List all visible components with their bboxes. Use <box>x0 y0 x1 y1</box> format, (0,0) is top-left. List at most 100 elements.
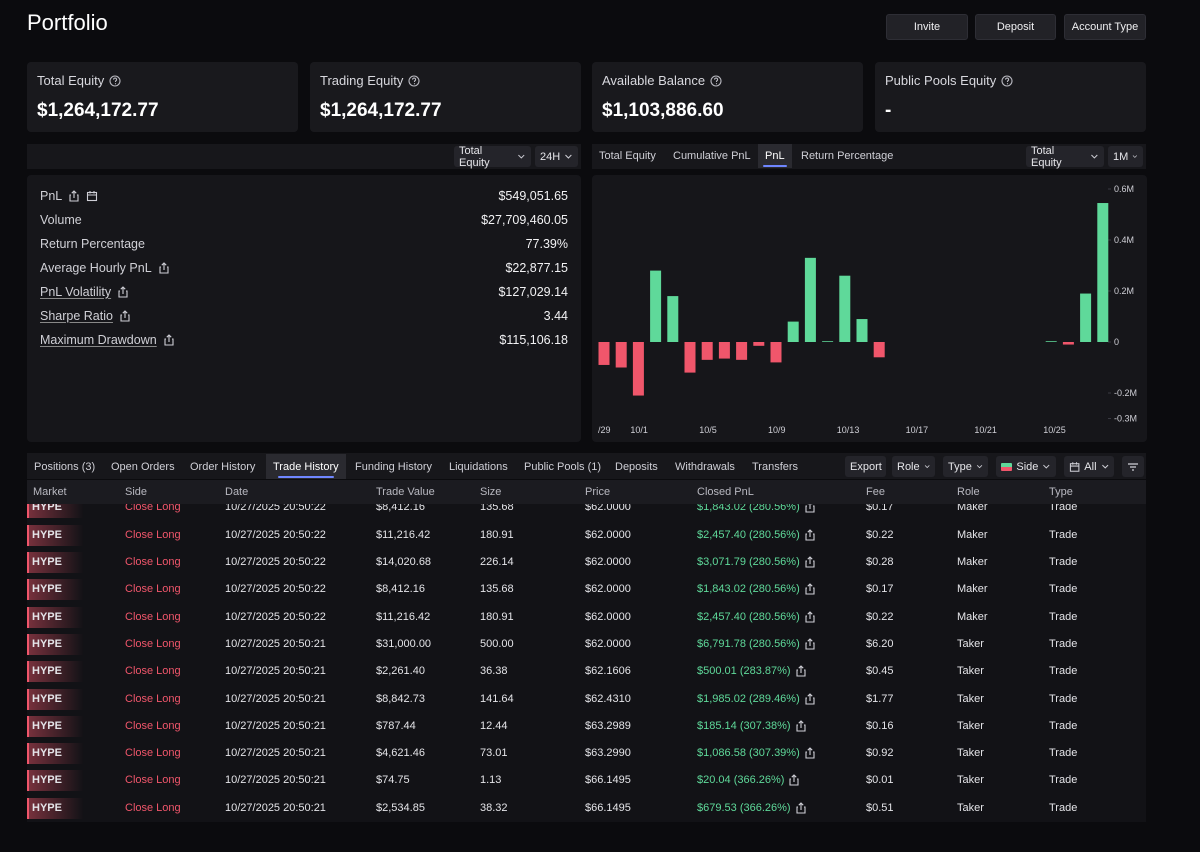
trade-cell: $0.45 <box>866 665 894 677</box>
trade-cell: $8,842.73 <box>376 693 425 705</box>
trade-cell: HYPE <box>32 665 62 677</box>
stats-selector[interactable]: 24H <box>535 146 578 167</box>
share-icon[interactable] <box>163 334 175 346</box>
info-icon[interactable] <box>1001 74 1013 87</box>
cell-text: $185.14 (307.38%) <box>697 719 791 732</box>
share-icon[interactable] <box>804 638 816 650</box>
cell-text: $0.01 <box>866 774 894 787</box>
chev-icon <box>1043 464 1050 469</box>
x-tick-label: /29 <box>598 425 611 435</box>
trade-row: HYPE Close Long 10/27/2025 20:50:21 $787.44… <box>27 713 1146 740</box>
y-tick-label: 0.2M <box>1114 286 1134 296</box>
trade-cell: $2,534.85 <box>376 802 425 814</box>
stat-label: PnL Volatility <box>40 285 112 299</box>
history-tab[interactable]: Public Pools (1) <box>524 460 602 473</box>
share-icon[interactable] <box>158 262 170 274</box>
stat-label-row: Volume <box>40 211 82 229</box>
share-icon[interactable] <box>804 747 816 759</box>
trade-cell: HYPE <box>32 747 62 759</box>
chart-tab[interactable]: Total Equity <box>599 150 656 162</box>
stats-selector[interactable]: Total Equity <box>454 145 531 169</box>
share-icon[interactable] <box>804 556 816 568</box>
cell-text: Trade <box>1049 665 1078 678</box>
card-label: Public Pools Equity <box>885 73 997 88</box>
chart-tab[interactable]: Cumulative PnL <box>673 150 751 162</box>
control-label: Export <box>850 460 882 473</box>
stat-label: Average Hourly PnL <box>40 261 152 275</box>
cell-text: 10/27/2025 20:50:21 <box>225 719 326 732</box>
card-label: Available Balance <box>602 73 706 88</box>
card-value: $1,264,172.77 <box>320 100 442 121</box>
history-control[interactable]: Role <box>892 456 935 477</box>
history-tab[interactable]: Deposits <box>615 460 658 473</box>
chev-icon <box>1132 155 1138 158</box>
pnl-chart: -0.3M -0.2M 0 0.2M 0.4M 0.6M/29 10/1 10/5 10/9 10… <box>598 184 1137 435</box>
history-control[interactable]: All <box>1064 456 1114 477</box>
share-icon[interactable] <box>795 720 807 732</box>
side-swatch <box>1001 462 1013 471</box>
cell-text: 500.00 <box>480 637 514 650</box>
cell-text: $2,261.40 <box>376 665 425 678</box>
chart-tab[interactable]: PnL <box>758 144 792 168</box>
filter-button[interactable] <box>1122 456 1144 477</box>
cell-text: 10/27/2025 20:50:21 <box>225 637 326 650</box>
share-icon[interactable] <box>804 610 816 623</box>
card-value: $1,264,172.77 <box>37 100 159 121</box>
trade-cell: 12.44 <box>480 720 508 732</box>
history-tab[interactable]: Funding History <box>355 460 433 473</box>
pnl-bar <box>839 275 851 342</box>
share-icon[interactable] <box>788 774 800 786</box>
history-tab[interactable]: Liquidations <box>449 460 508 473</box>
cal-icon[interactable] <box>1069 461 1080 473</box>
card-label: Trading Equity <box>320 73 404 88</box>
share-icon[interactable] <box>795 665 807 677</box>
cell-text: $63.2990 <box>585 747 631 760</box>
cell-text: HYPE <box>32 501 62 514</box>
trade-cell: $11,216.42 <box>376 611 430 623</box>
cell-text: HYPE <box>32 583 62 596</box>
share-icon[interactable] <box>804 692 816 705</box>
chev-icon <box>518 154 525 159</box>
info-icon[interactable] <box>710 74 722 87</box>
trade-row: HYPE Close Long 10/27/2025 20:50:22 $8,412.… <box>27 494 1146 521</box>
history-tab[interactable]: Open Orders <box>111 460 175 473</box>
share-icon[interactable] <box>804 528 816 541</box>
cell-text: Taker <box>957 747 984 760</box>
trade-cell: $679.53 (366.26%) <box>697 802 807 814</box>
info-icon[interactable] <box>408 74 420 87</box>
market-accent <box>27 606 97 628</box>
header-button[interactable]: Invite <box>886 14 968 40</box>
header-button[interactable]: Deposit <box>975 14 1056 40</box>
cell-text: Trade <box>1049 528 1078 541</box>
trade-cell: Trade <box>1049 611 1077 623</box>
history-tab[interactable]: Order History <box>190 460 256 473</box>
cell-text: Maker <box>957 556 988 568</box>
header-button[interactable]: Account Type <box>1064 14 1146 40</box>
history-control[interactable]: Side <box>996 456 1056 477</box>
card-value: $1,103,886.60 <box>602 100 724 121</box>
history-control[interactable]: Export <box>845 456 886 477</box>
cell-text: 10/27/2025 20:50:22 <box>225 528 326 541</box>
cell-text: Trade <box>1049 774 1078 787</box>
share-icon[interactable] <box>119 310 131 322</box>
history-control[interactable]: Type <box>943 456 988 477</box>
share-icon[interactable] <box>68 190 80 202</box>
chart-tab[interactable]: Return Percentage <box>801 150 894 162</box>
filter-icon[interactable] <box>1127 461 1139 473</box>
share-icon[interactable] <box>795 801 807 814</box>
chart-selector[interactable]: Total Equity <box>1026 145 1104 169</box>
share-icon[interactable] <box>117 286 129 298</box>
pnl-bar <box>1062 342 1074 345</box>
cell-text: Close Long <box>125 610 181 623</box>
cal-icon[interactable] <box>86 190 98 202</box>
history-tab[interactable]: Positions (3) <box>34 460 96 473</box>
history-tab[interactable]: Transfers <box>752 460 799 473</box>
stat-label: Maximum Drawdown <box>40 333 157 347</box>
history-tab[interactable]: Withdrawals <box>675 460 735 473</box>
info-icon[interactable] <box>109 74 121 87</box>
chart-selector[interactable]: 1M <box>1108 146 1143 167</box>
history-tab[interactable]: Trade History <box>266 454 346 479</box>
share-icon[interactable] <box>804 583 816 595</box>
cell-text: $0.22 <box>866 610 894 623</box>
market-accent <box>27 688 97 710</box>
